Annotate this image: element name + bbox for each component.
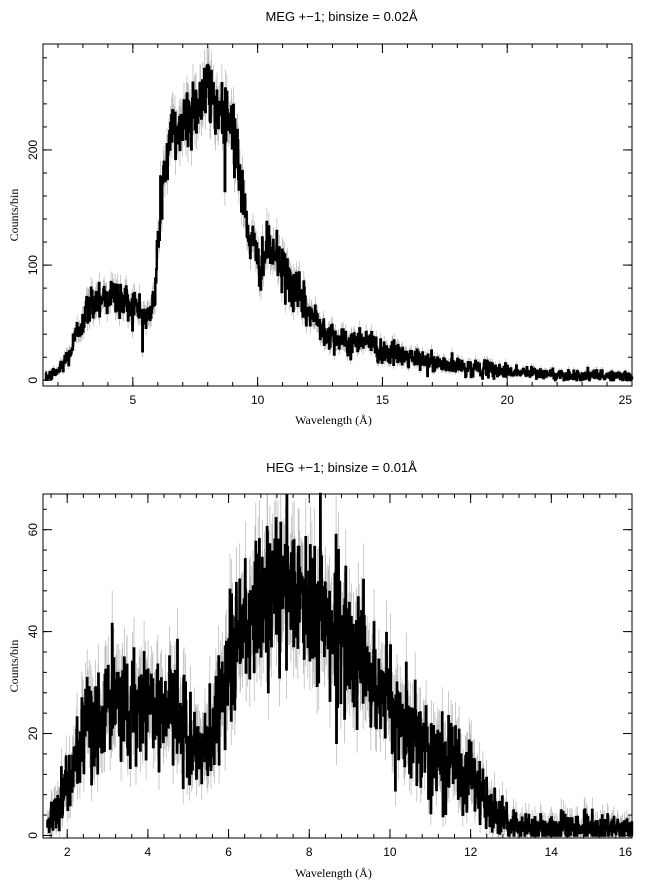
x-axis-label: Wavelength (Å) <box>295 866 372 880</box>
x-tick-label: 5 <box>130 393 137 407</box>
y-tick-label: 0 <box>26 832 40 839</box>
x-tick-label: 10 <box>383 845 397 859</box>
series-line <box>44 63 634 382</box>
y-tick-label: 200 <box>26 140 40 160</box>
y-tick-label: 20 <box>26 727 40 741</box>
x-tick-label: 12 <box>464 845 478 859</box>
y-tick-label: 0 <box>26 377 40 384</box>
meg-panel: MEG +−1; binsize = 0.02Å 5 10 15 20 25 0 100 200… <box>7 9 634 427</box>
plot-area <box>46 492 634 838</box>
chart-title: MEG +−1; binsize = 0.02Å <box>265 9 417 24</box>
y-tick-label: 60 <box>26 523 40 537</box>
x-tick-label: 6 <box>225 845 232 859</box>
y-tick-label: 40 <box>26 625 40 639</box>
x-tick-label: 10 <box>251 393 265 407</box>
plot-area <box>44 45 634 382</box>
x-tick-label: 25 <box>619 393 633 407</box>
y-axis-label: Counts/bin <box>7 640 21 693</box>
x-tick-label: 15 <box>376 393 390 407</box>
x-tick-label: 2 <box>64 845 71 859</box>
plot-frame <box>42 493 633 839</box>
x-tick-label: 4 <box>145 845 152 859</box>
x-axis-label: Wavelength (Å) <box>295 413 372 427</box>
series-line <box>46 492 634 837</box>
chart-title: HEG +−1; binsize = 0.01Å <box>266 460 417 475</box>
heg-panel: HEG +−1; binsize = 0.01Å 2 4 6 8 10 12 14 16 0 20 4… <box>7 460 634 880</box>
x-tick-label: 16 <box>619 845 633 859</box>
x-tick-label: 20 <box>501 393 515 407</box>
x-tick-label: 14 <box>545 845 559 859</box>
x-tick-label: 8 <box>306 845 313 859</box>
plot-frame <box>42 43 633 387</box>
y-tick-label: 100 <box>26 255 40 275</box>
y-axis-label: Counts/bin <box>7 189 21 242</box>
